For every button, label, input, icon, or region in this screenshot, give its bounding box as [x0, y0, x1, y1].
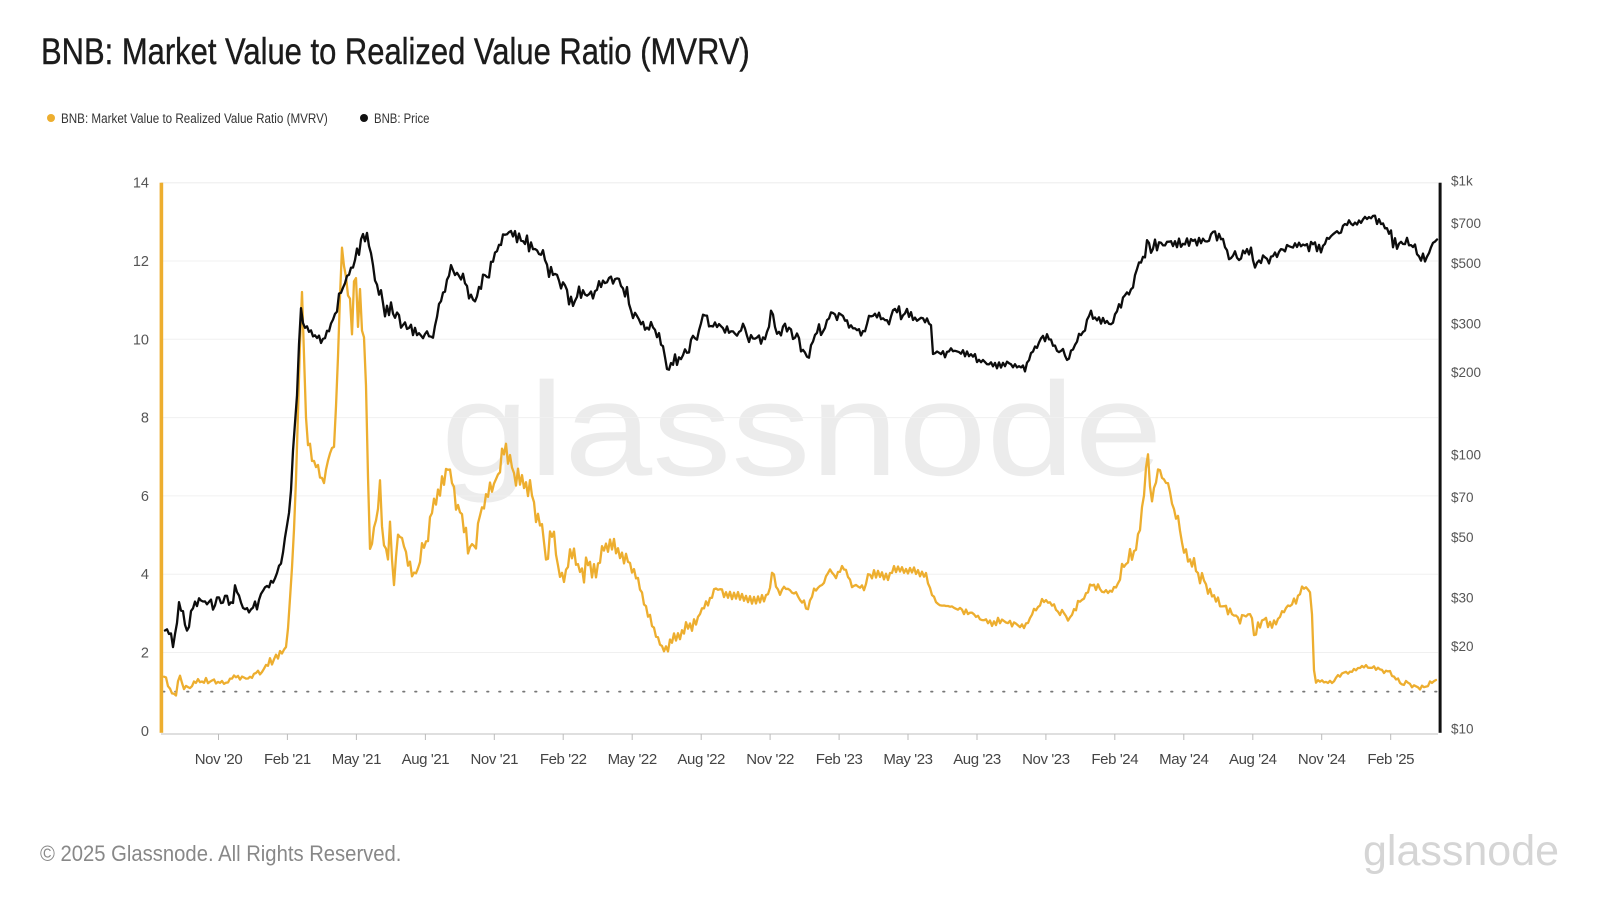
svg-text:12: 12: [133, 254, 149, 270]
svg-text:Aug '23: Aug '23: [953, 751, 1001, 768]
svg-text:May '24: May '24: [1159, 751, 1208, 768]
svg-text:$20: $20: [1451, 639, 1474, 654]
svg-text:Feb '23: Feb '23: [816, 751, 863, 768]
svg-text:$300: $300: [1451, 317, 1481, 332]
svg-text:Feb '21: Feb '21: [264, 751, 311, 768]
svg-text:Feb '24: Feb '24: [1091, 751, 1138, 768]
svg-text:$1k: $1k: [1451, 174, 1473, 189]
svg-text:$50: $50: [1451, 530, 1474, 545]
svg-text:Aug '24: Aug '24: [1229, 751, 1277, 768]
svg-text:$100: $100: [1451, 447, 1481, 462]
svg-text:Aug '21: Aug '21: [402, 751, 450, 768]
svg-text:Nov '21: Nov '21: [471, 751, 519, 768]
svg-text:May '22: May '22: [608, 751, 657, 768]
svg-text:Nov '24: Nov '24: [1298, 751, 1346, 768]
svg-text:$500: $500: [1451, 256, 1481, 271]
svg-text:Nov '23: Nov '23: [1022, 751, 1070, 768]
svg-text:May '23: May '23: [883, 751, 932, 768]
svg-text:Aug '22: Aug '22: [677, 751, 725, 768]
svg-text:$10: $10: [1451, 721, 1474, 736]
svg-text:$70: $70: [1451, 490, 1474, 505]
svg-text:$700: $700: [1451, 216, 1481, 231]
svg-text:10: 10: [133, 332, 149, 348]
svg-text:$30: $30: [1451, 591, 1474, 606]
svg-text:$200: $200: [1451, 365, 1481, 380]
svg-text:14: 14: [133, 176, 149, 192]
svg-text:8: 8: [141, 411, 149, 427]
svg-text:Feb '25: Feb '25: [1367, 751, 1414, 768]
svg-text:May '21: May '21: [332, 751, 381, 768]
svg-text:2: 2: [141, 646, 149, 662]
svg-text:Nov '20: Nov '20: [195, 751, 243, 768]
svg-text:Feb '22: Feb '22: [540, 751, 587, 768]
svg-text:4: 4: [141, 567, 149, 583]
svg-text:0: 0: [141, 724, 149, 740]
svg-text:Nov '22: Nov '22: [746, 751, 794, 768]
svg-text:6: 6: [141, 489, 149, 505]
